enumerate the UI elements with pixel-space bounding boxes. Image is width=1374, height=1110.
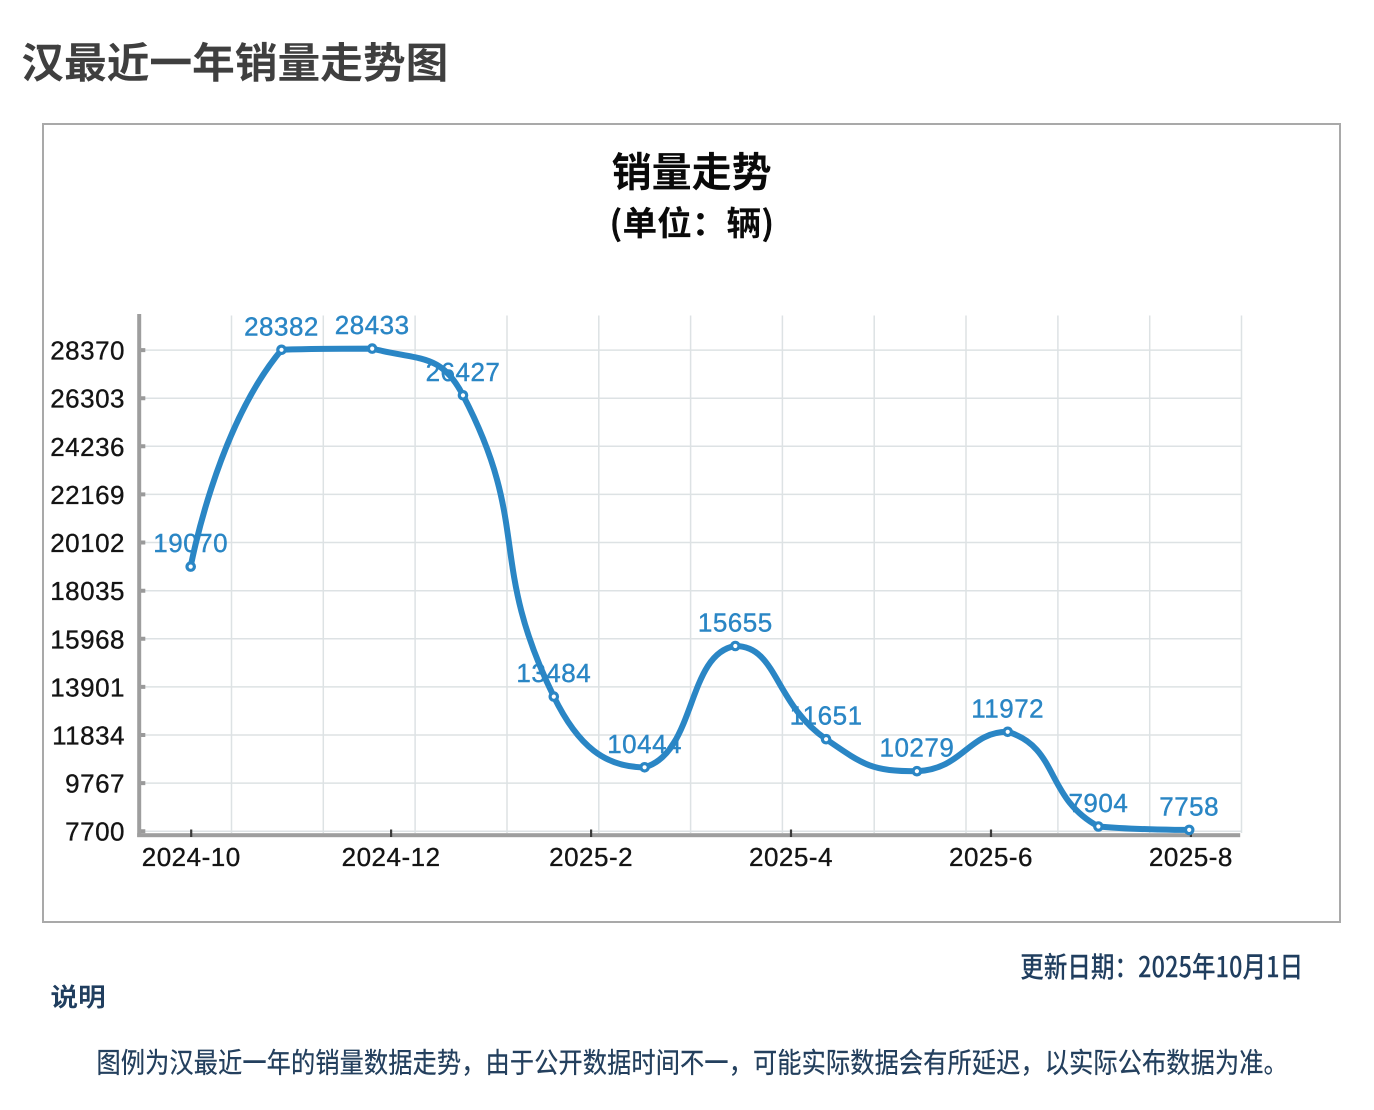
- svg-text:2025-8: 2025-8: [1149, 842, 1233, 872]
- svg-text:7758: 7758: [1159, 791, 1219, 821]
- svg-text:26303: 26303: [50, 384, 125, 414]
- svg-text:13484: 13484: [516, 658, 591, 688]
- svg-text:28433: 28433: [335, 310, 410, 340]
- svg-text:2025-4: 2025-4: [749, 842, 833, 872]
- svg-text:22169: 22169: [50, 480, 125, 510]
- svg-text:2024-12: 2024-12: [342, 842, 441, 872]
- svg-text:20102: 20102: [50, 528, 125, 558]
- svg-text:28370: 28370: [50, 336, 125, 366]
- svg-text:11834: 11834: [52, 721, 125, 751]
- svg-text:2025-6: 2025-6: [949, 842, 1033, 872]
- svg-text:15968: 15968: [50, 624, 125, 654]
- svg-text:10279: 10279: [879, 733, 954, 763]
- svg-text:26427: 26427: [426, 357, 501, 387]
- svg-text:2024-10: 2024-10: [142, 842, 241, 872]
- svg-text:15655: 15655: [698, 608, 773, 638]
- svg-text:19070: 19070: [153, 528, 228, 558]
- svg-text:28382: 28382: [244, 311, 319, 341]
- svg-text:13901: 13901: [50, 672, 125, 702]
- svg-text:9767: 9767: [65, 769, 125, 799]
- svg-text:18035: 18035: [50, 576, 125, 606]
- svg-text:2025-2: 2025-2: [549, 842, 633, 872]
- svg-text:11972: 11972: [971, 693, 1044, 723]
- svg-text:24236: 24236: [50, 432, 125, 462]
- svg-text:7700: 7700: [65, 817, 125, 847]
